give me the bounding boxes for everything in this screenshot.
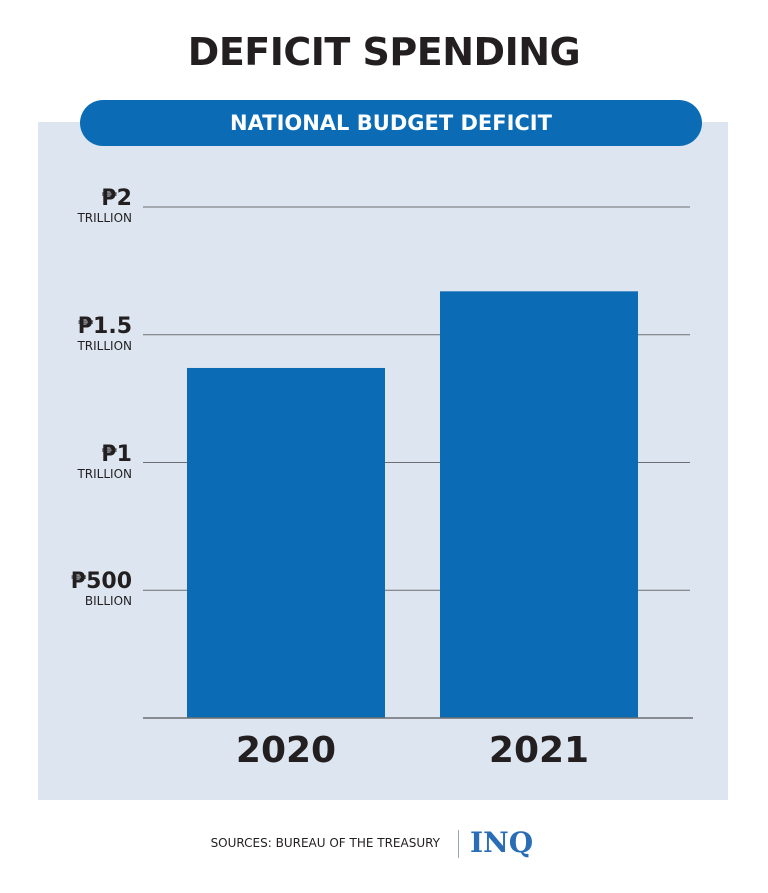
source-note: SOURCES: BUREAU OF THE TREASURY xyxy=(210,836,440,850)
separator xyxy=(458,830,459,858)
bar xyxy=(187,367,385,718)
page-title: DEFICIT SPENDING xyxy=(187,30,581,74)
chart-title: NATIONAL BUDGET DEFICIT xyxy=(80,100,702,146)
x-tick-label: 2020 xyxy=(235,730,337,771)
y-tick-label: ₱1 TRILLION xyxy=(77,441,132,481)
bar xyxy=(440,291,638,718)
y-tick-label: ₱1.5 TRILLION xyxy=(77,313,132,353)
logo: INQ xyxy=(470,826,534,859)
y-tick-label: ₱500 BILLION xyxy=(70,569,132,609)
x-tick-label: 2021 xyxy=(488,730,590,771)
y-tick-label: ₱2 TRILLION xyxy=(77,186,132,225)
